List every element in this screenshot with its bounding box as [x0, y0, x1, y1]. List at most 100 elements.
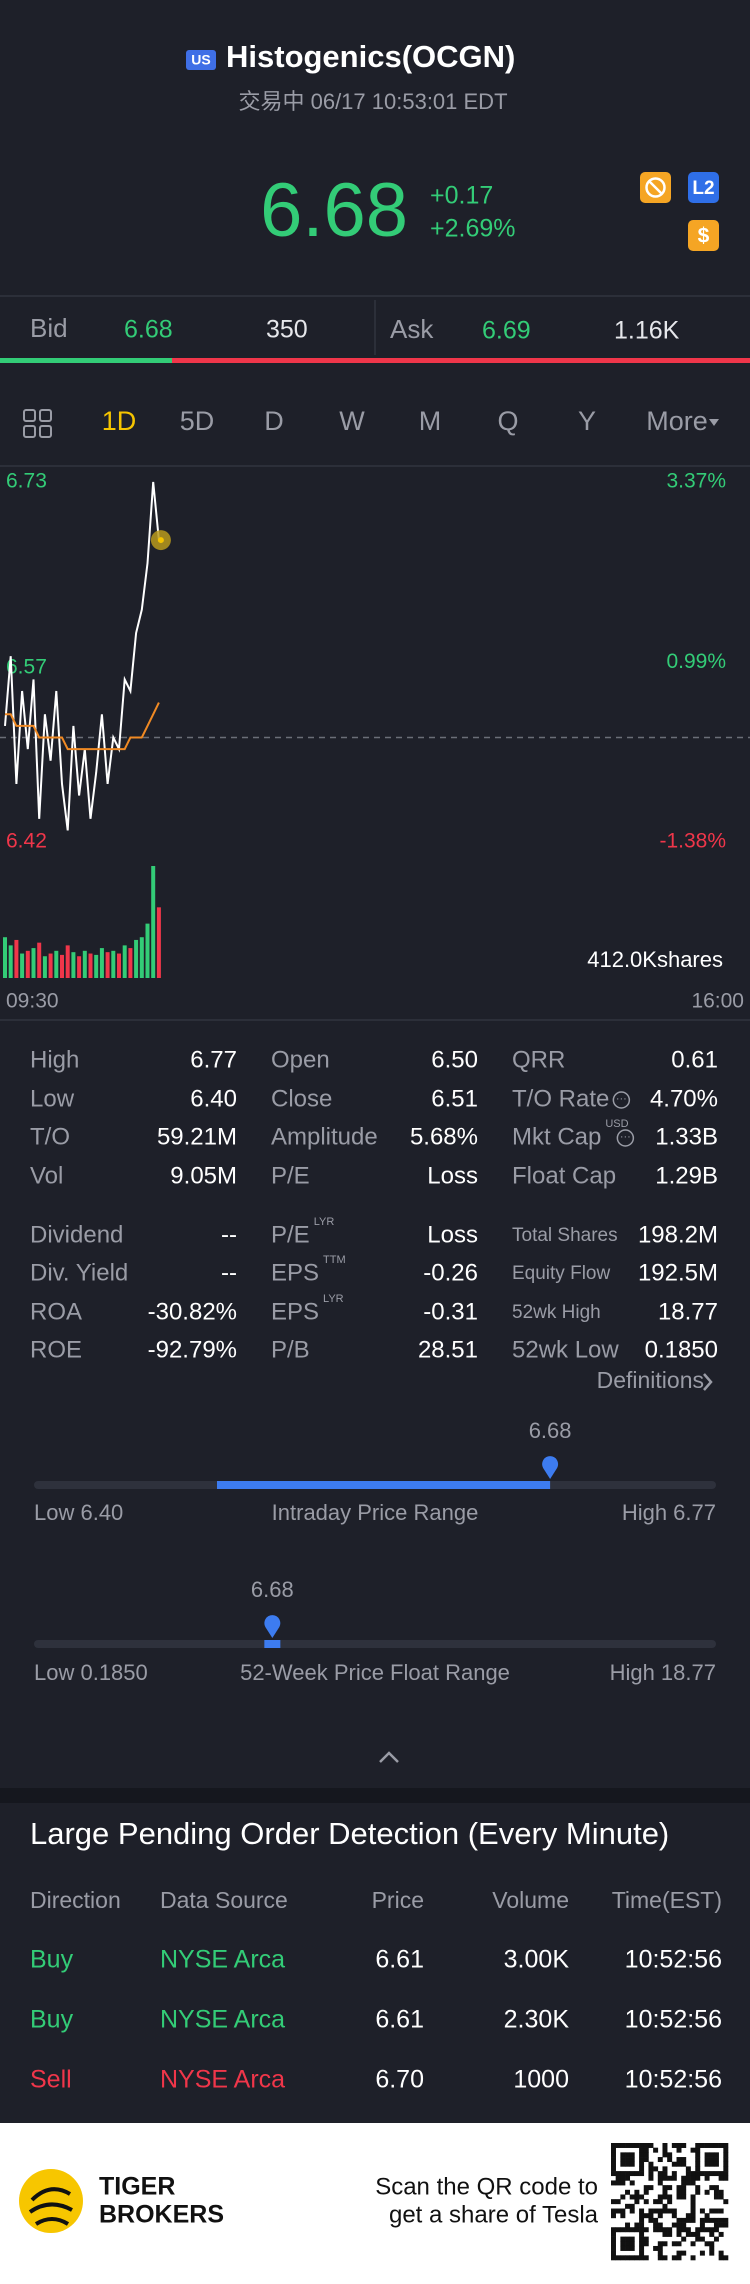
- grid-icon[interactable]: [23, 425, 36, 438]
- definitions-link[interactable]: Definitions: [597, 1367, 704, 1393]
- order-cell: NYSE Arca: [160, 1946, 285, 1974]
- change: +0.17: [430, 182, 493, 210]
- l2-badge[interactable]: L2: [692, 178, 714, 199]
- order-cell: 10:52:56: [625, 1946, 722, 1974]
- qr-cell: [625, 2227, 631, 2233]
- qr-cell: [639, 2231, 645, 2237]
- qr-cell: [695, 2157, 701, 2163]
- order-cell: 6.70: [375, 2066, 424, 2094]
- price: 6.68: [260, 168, 408, 253]
- qr-cell: [676, 2255, 682, 2261]
- qr-cell: [611, 2199, 616, 2205]
- qr-cell: [713, 2208, 719, 2214]
- qr-cell: [723, 2143, 729, 2148]
- qr-cell: [643, 2241, 649, 2247]
- qr-cell: [611, 2255, 616, 2261]
- qr-cell: [681, 2227, 687, 2233]
- qr-cell: [620, 2171, 626, 2177]
- stat-label: Dividend: [30, 1221, 123, 1248]
- qr-cell: [723, 2222, 729, 2228]
- qr-cell: [723, 2171, 729, 2177]
- qr-cell: [639, 2236, 645, 2242]
- volume-bar: [65, 945, 70, 978]
- stat-label: P/E: [271, 1221, 310, 1248]
- stat-value: 1.33B: [655, 1123, 718, 1150]
- qr-cell: [662, 2227, 668, 2233]
- ask-size: 1.16K: [614, 317, 680, 345]
- grid-icon[interactable]: [39, 425, 52, 438]
- chevron[interactable]: [703, 1373, 713, 1391]
- tab[interactable]: More: [646, 406, 708, 436]
- qr-cell: [639, 2227, 645, 2233]
- qr-cell: [681, 2222, 687, 2228]
- qr-cell: [685, 2171, 691, 2177]
- info-icon[interactable]: [612, 1091, 631, 1109]
- ask: 6.69: [482, 317, 531, 345]
- tab[interactable]: Q: [497, 406, 518, 436]
- qr-cell: [671, 2171, 677, 2177]
- volume-bar: [122, 945, 127, 978]
- current-dot-core: [157, 537, 164, 544]
- qr-cell: [709, 2241, 715, 2247]
- qr-cell: [611, 2143, 616, 2148]
- qr-cell: [681, 2175, 687, 2181]
- grid-icon[interactable]: [23, 409, 36, 422]
- qr-cell: [615, 2180, 621, 2186]
- tab[interactable]: 1D: [102, 406, 137, 436]
- dropdown-arrow[interactable]: [709, 419, 719, 426]
- tab[interactable]: M: [419, 406, 442, 436]
- qr-cell: [709, 2217, 715, 2223]
- status: 交易中 06/17 10:53:01 EDT: [238, 89, 507, 114]
- icon[interactable]: [688, 172, 719, 203]
- qr-cell: [709, 2250, 715, 2256]
- qr-cell: [648, 2217, 654, 2223]
- qr-cell: [681, 2250, 687, 2256]
- qr-cell: [713, 2152, 719, 2158]
- collapse-chevron[interactable]: [379, 1751, 399, 1763]
- volume-bar: [60, 954, 64, 978]
- tab[interactable]: 5D: [180, 406, 215, 436]
- order-cell: NYSE Arca: [160, 2006, 285, 2034]
- qr-cell: [676, 2222, 682, 2228]
- qr-cell: [671, 2255, 677, 2261]
- qr-cell: [657, 2227, 663, 2233]
- qr-cell: [643, 2199, 649, 2205]
- qr-cell: [704, 2161, 710, 2167]
- qr-cell: [639, 2250, 645, 2256]
- qr-cell: [662, 2166, 668, 2172]
- qr-cell: [695, 2143, 701, 2148]
- tab[interactable]: W: [339, 406, 365, 436]
- grid-icon[interactable]: [39, 409, 52, 422]
- qr-cell: [611, 2208, 616, 2214]
- y-tick-label: 6.57: [6, 655, 47, 678]
- qr-cell: [639, 2194, 645, 2200]
- range-fill: [217, 1481, 551, 1489]
- qr-cell: [620, 2241, 626, 2247]
- tab[interactable]: Y: [578, 406, 596, 436]
- qr-cell: [681, 2194, 687, 2200]
- qr-cell: [611, 2157, 616, 2163]
- tab[interactable]: D: [264, 406, 284, 436]
- qr-cell: [718, 2194, 724, 2200]
- icon[interactable]: [688, 220, 719, 251]
- qr-cell: [620, 2236, 626, 2242]
- dollar-badge[interactable]: $: [698, 225, 710, 248]
- column-header: Price: [372, 1887, 424, 1913]
- stat-label: Open: [271, 1046, 330, 1073]
- qr-cell: [634, 2227, 640, 2233]
- qr-cell: [629, 2203, 635, 2209]
- qr-cell: [629, 2255, 635, 2261]
- qr-cell: [634, 2255, 640, 2261]
- info-icon[interactable]: [616, 1129, 635, 1147]
- qr-cell: [629, 2143, 635, 2148]
- qr-cell: [723, 2161, 729, 2167]
- qr-cell: [681, 2236, 687, 2242]
- qr-cell: [629, 2152, 635, 2158]
- stat-label: Mkt Cap: [512, 1123, 601, 1150]
- stat-value: 59.21M: [157, 1123, 237, 1150]
- qr-cell: [643, 2236, 649, 2242]
- qr-cell: [662, 2152, 668, 2158]
- info-icon: ···: [620, 1131, 631, 1143]
- qr-cell: [695, 2231, 701, 2237]
